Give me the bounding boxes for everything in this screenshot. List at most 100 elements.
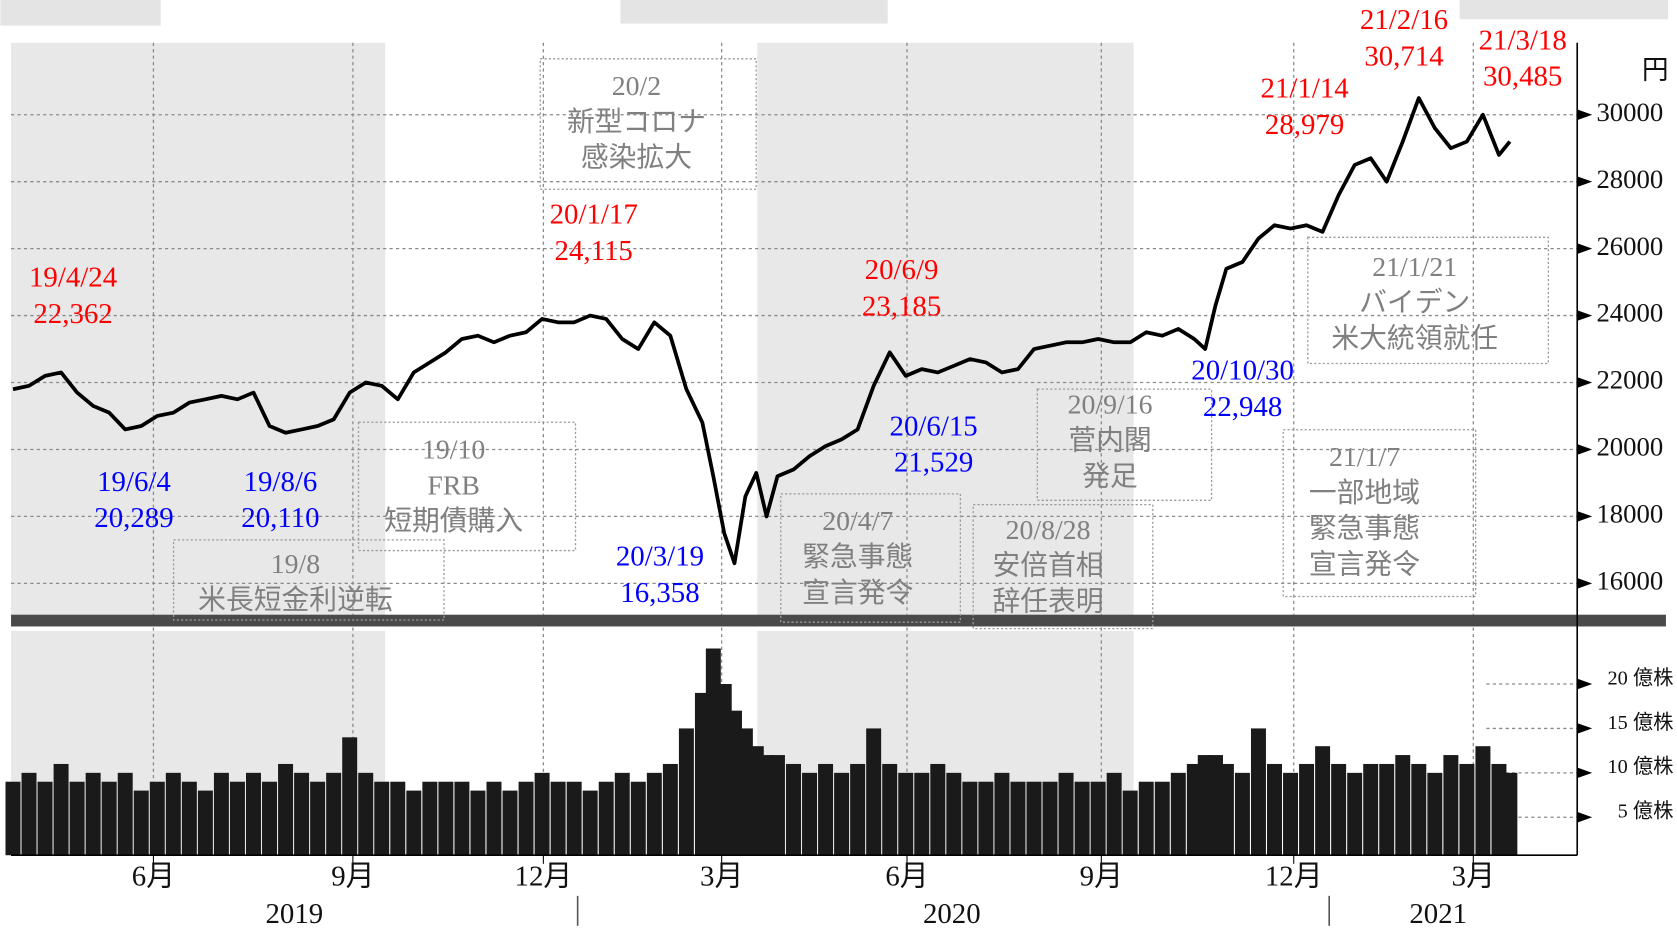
high-date: 21/2/16: [1360, 4, 1448, 36]
volume-bar: [1427, 772, 1443, 856]
y-tick: [1577, 176, 1593, 188]
volume-bar: [882, 763, 898, 856]
volume-bar: [278, 763, 294, 856]
y-tick: [1577, 109, 1593, 121]
volume-bar: [1347, 772, 1363, 856]
volume-bar: [662, 763, 678, 856]
event-text: 発足: [1082, 461, 1138, 492]
volume-bar: [582, 790, 598, 856]
volume-bar: [85, 772, 101, 856]
x-tick-label: 3月: [700, 860, 743, 892]
annotations: 6月 9月 12月 3月 6月 9月 12月 3月 16000 18000 20000 22000 24…: [29, 4, 1673, 892]
volume-bar: [1267, 763, 1282, 856]
volume-bar: [1283, 772, 1299, 856]
x-tick-label: 12月: [515, 860, 573, 892]
volume-bar: [262, 781, 278, 856]
volume-bar: [898, 772, 914, 856]
year-label: 2019: [265, 898, 323, 929]
shade: [11, 42, 386, 617]
event-text: 宣言発令: [1309, 550, 1420, 581]
volume-bar: [818, 763, 834, 856]
high-date: 21/1/14: [1261, 72, 1349, 104]
high-date: 21/3/18: [1479, 24, 1567, 56]
x-tick-label: 12月: [1265, 860, 1323, 892]
price-line: [12, 96, 1512, 566]
event-text: 19/10: [422, 435, 485, 466]
volume-bar: [326, 772, 342, 856]
event-text: 20/4/7: [822, 506, 893, 537]
volume-bar: [197, 790, 213, 856]
high-value: 30,714: [1364, 40, 1443, 72]
event-text: 菅内閣: [1068, 425, 1151, 456]
volume-bar: [470, 790, 486, 856]
high-date: 20/6/9: [865, 254, 939, 286]
volume-bar: [1058, 772, 1074, 856]
shade: [757, 42, 1134, 617]
volume-bar: [53, 763, 69, 856]
volume-bar: [101, 781, 117, 856]
high-value: 28,979: [1265, 109, 1344, 141]
volume-bar: [1299, 763, 1315, 856]
volume-bar: [1363, 763, 1379, 856]
volume-bar: [358, 772, 374, 856]
low-value: 20,110: [241, 502, 319, 534]
volume-bar: [1090, 781, 1106, 856]
panel-separator: [11, 614, 1666, 627]
event-box: [539, 58, 757, 190]
volume-bar: [978, 781, 994, 856]
volume-bar: [598, 781, 614, 856]
y2-tick: [1577, 811, 1593, 823]
volume-bar: [769, 755, 785, 856]
volume-bar: [1315, 746, 1331, 856]
y-tick: [1577, 310, 1593, 321]
volume-bar: [133, 790, 149, 856]
volume-bar: [69, 781, 85, 856]
volume-bar: [1331, 763, 1347, 856]
y-tick: [1577, 578, 1593, 589]
x-tick-label: 9月: [1080, 860, 1123, 892]
event-text: 米大統領就任: [1331, 323, 1498, 354]
volume-bar: [454, 781, 470, 856]
event-box: [1036, 388, 1213, 501]
event-box: [1282, 429, 1477, 598]
volume-bar: [1122, 790, 1138, 856]
volume-bar: [294, 772, 310, 856]
volume-bar: [1170, 772, 1186, 856]
volume-bar: [630, 781, 646, 856]
volume-bar: [21, 772, 37, 856]
low-date: 20/10/30: [1191, 355, 1294, 387]
cropped-box: [1459, 0, 1669, 20]
event-text: 緊急事態: [1309, 514, 1420, 545]
volume-bar: [1234, 772, 1250, 856]
x-tick-label: 3月: [1452, 860, 1495, 892]
volume-bar: [1475, 746, 1491, 856]
volume-bar: [310, 781, 326, 856]
y2-tick: [1577, 723, 1593, 734]
volume-bar: [1106, 772, 1122, 856]
volume-bar: [566, 781, 582, 856]
volume-bar: [786, 763, 801, 856]
volume-bar: [390, 781, 406, 856]
volume-bar: [1443, 755, 1459, 856]
volume-bar: [994, 772, 1010, 856]
volume-bar: [1459, 763, 1475, 856]
volume-bar: [866, 728, 882, 856]
volume-bar: [149, 781, 165, 856]
volume-bar: [502, 790, 518, 856]
volume-bar: [438, 781, 454, 856]
volume-bar: [802, 772, 818, 856]
volume-bar: [914, 772, 930, 856]
event-box: [357, 421, 577, 552]
volume-bar: [229, 781, 245, 856]
y-tick-label: 16000: [1596, 565, 1663, 595]
y-unit: 円: [1642, 55, 1669, 85]
event-text: 一部地域: [1309, 478, 1420, 509]
volume-bar: [518, 781, 534, 856]
low-date: 19/6/4: [97, 466, 171, 498]
event-text: 20/2: [612, 71, 661, 102]
volume-bar: [850, 763, 866, 856]
volume-bar: [342, 737, 358, 856]
event-text: 新型コロナ: [567, 107, 706, 138]
y-tick-label: 26000: [1596, 231, 1663, 261]
y-tick-label: 24000: [1596, 298, 1663, 328]
